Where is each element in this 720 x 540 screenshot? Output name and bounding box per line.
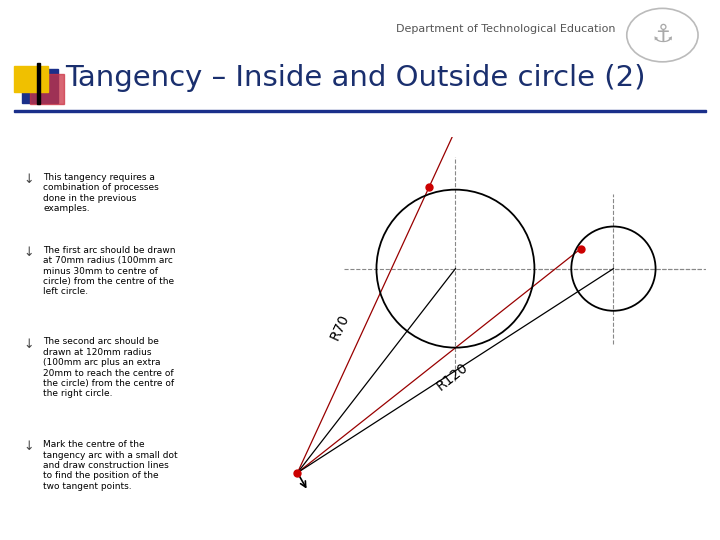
Text: Tangency – Inside and Outside circle (2): Tangency – Inside and Outside circle (2): [65, 64, 645, 92]
Text: R120: R120: [433, 360, 471, 393]
Text: ⚓: ⚓: [651, 23, 674, 47]
Text: ↓: ↓: [24, 173, 34, 186]
Text: The second arc should be
drawn at 120mm radius
(100mm arc plus an extra
20mm to : The second arc should be drawn at 120mm …: [43, 338, 174, 399]
Text: This tangency requires a
combination of processes
done in the previous
examples.: This tangency requires a combination of …: [43, 173, 159, 213]
Text: R70: R70: [328, 312, 351, 342]
Text: Department of Technological Education: Department of Technological Education: [396, 24, 616, 35]
Text: ↓: ↓: [24, 440, 34, 453]
Text: ↓: ↓: [24, 338, 34, 350]
Text: Mark the centre of the
tangency arc with a small dot
and draw construction lines: Mark the centre of the tangency arc with…: [43, 440, 178, 491]
Text: The first arc should be drawn
at 70mm radius (100mm arc
minus 30mm to centre of
: The first arc should be drawn at 70mm ra…: [43, 246, 176, 296]
Text: ↓: ↓: [24, 246, 34, 259]
